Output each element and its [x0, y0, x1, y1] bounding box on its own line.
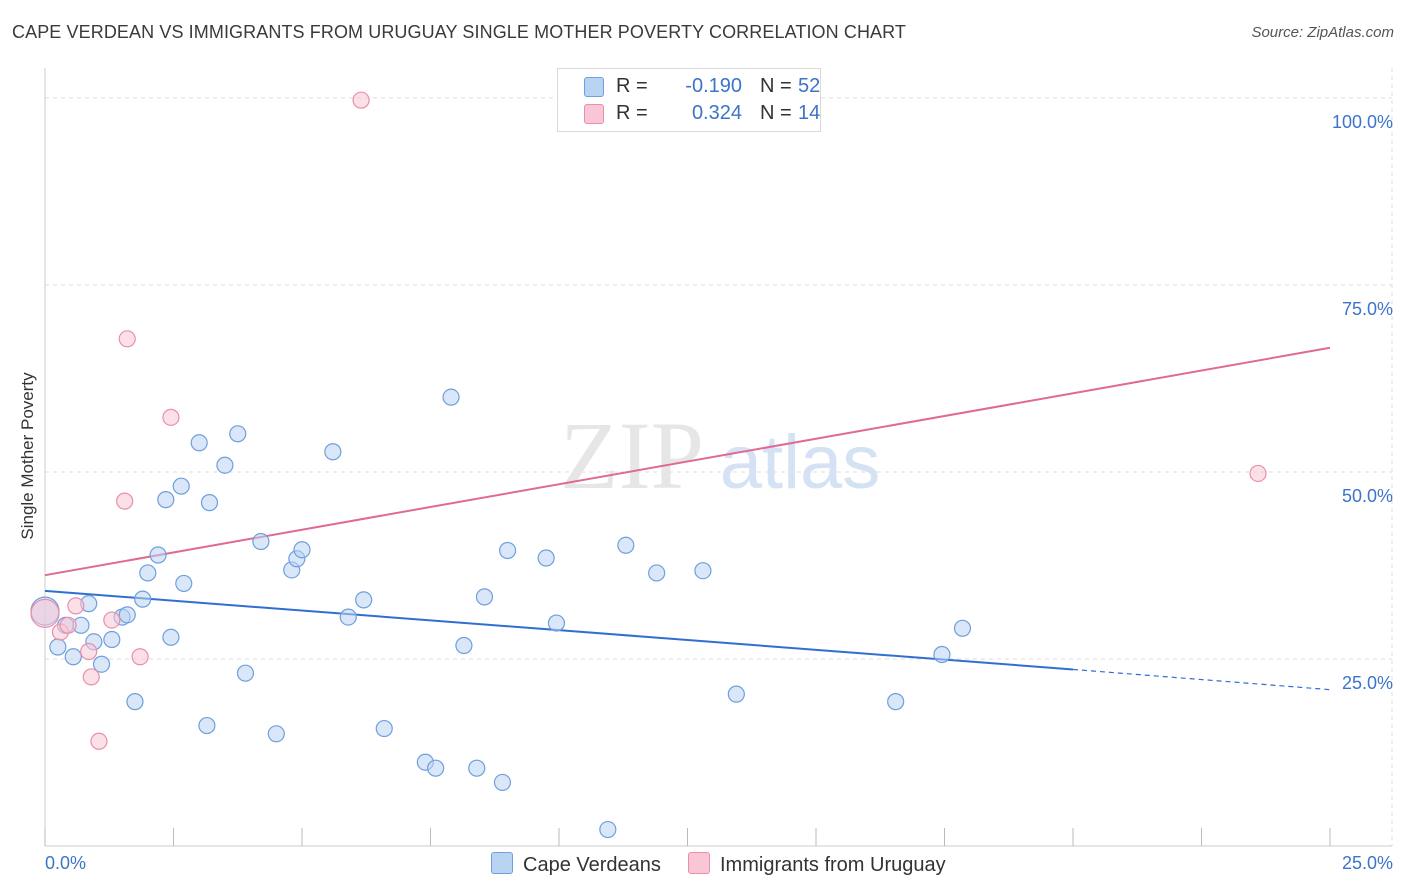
point-cape-verdean — [229, 425, 247, 443]
point-cape-verdean — [694, 562, 712, 580]
point-uruguay — [116, 492, 134, 510]
y-tick-label: 50.0% — [1342, 486, 1393, 506]
point-uruguay — [103, 611, 121, 629]
point-cape-verdean — [267, 725, 285, 743]
y-tick-label: 75.0% — [1342, 299, 1393, 319]
point-cape-verdean — [493, 773, 512, 792]
point-cape-verdean — [468, 759, 486, 777]
trend-line-cape-verdeans-extension — [1072, 668, 1331, 691]
point-cape-verdean — [200, 494, 219, 512]
point-uruguay — [82, 668, 100, 686]
bottom-legend-swatch-blue — [491, 852, 513, 874]
trend-line-uruguay — [44, 346, 1331, 577]
point-cape-verdean — [162, 628, 180, 646]
grid-lines — [45, 68, 1393, 846]
point-cape-verdean — [727, 685, 745, 703]
bottom-legend-cape-verdeans: Cape Verdeans — [491, 852, 661, 877]
legend-n-label: N = — [760, 75, 792, 97]
source-note: Source: ZipAtlas.com — [1251, 24, 1394, 41]
stats-legend: R = -0.190 N = 52 R = 0.324 N = 14 — [557, 68, 821, 132]
point-cape-verdean — [172, 477, 190, 495]
point-cape-verdean — [887, 693, 905, 711]
point-cape-verdean — [118, 606, 136, 624]
point-cape-verdean — [339, 608, 357, 626]
legend-n-value-pink: 14 — [798, 102, 821, 124]
point-cape-verdean — [355, 591, 373, 609]
point-cape-verdean — [617, 536, 635, 554]
point-cape-verdean — [537, 549, 555, 567]
y-axis-label: Single Mother Poverty — [18, 372, 37, 540]
bottom-legend-label-blue: Cape Verdeans — [523, 854, 661, 876]
tick-labels: 25.0% 50.0% 75.0% 100.0% 0.0% 25.0% — [45, 112, 1393, 873]
point-cape-verdean — [599, 820, 617, 839]
legend-r-value-blue: -0.190 — [685, 75, 742, 97]
legend-n-label: N = — [760, 102, 792, 124]
point-cape-verdean — [49, 638, 67, 656]
point-cape-verdean — [933, 645, 951, 664]
point-cape-verdean — [64, 648, 82, 666]
point-cape-verdean — [375, 719, 393, 738]
x-tick-label-min: 0.0% — [45, 853, 86, 873]
x-tick-label-max: 25.0% — [1342, 853, 1393, 873]
bottom-legend-label-pink: Immigrants from Uruguay — [720, 854, 946, 876]
point-uruguay — [352, 91, 370, 109]
point-cape-verdean — [134, 590, 152, 608]
legend-swatch-blue — [584, 77, 604, 97]
watermark-zip: ZIP — [560, 402, 704, 509]
point-uruguay — [1249, 464, 1267, 483]
point-uruguay — [30, 598, 60, 628]
point-cape-verdean — [103, 630, 121, 649]
point-cape-verdean — [455, 636, 473, 655]
point-cape-verdean — [648, 564, 666, 582]
point-cape-verdean — [190, 434, 208, 452]
point-uruguay — [90, 732, 108, 750]
point-cape-verdean — [236, 664, 255, 682]
watermark-atlas: atlas — [720, 420, 881, 505]
point-cape-verdean — [216, 456, 234, 474]
y-tick-label: 25.0% — [1342, 673, 1393, 693]
point-cape-verdean — [499, 541, 517, 560]
legend-r-label: R = — [616, 102, 648, 124]
data-points — [30, 91, 1267, 839]
point-uruguay — [131, 648, 149, 666]
bottom-legend-uruguay: Immigrants from Uruguay — [688, 852, 946, 877]
y-tick-label: 100.0% — [1332, 112, 1393, 132]
point-cape-verdean — [157, 491, 175, 509]
watermark: ZIP atlas — [560, 402, 880, 509]
point-uruguay — [118, 330, 136, 348]
point-cape-verdean — [252, 532, 270, 551]
axes — [44, 68, 1392, 847]
point-cape-verdean — [126, 693, 144, 711]
point-cape-verdean — [475, 588, 494, 606]
chart-title: CAPE VERDEAN VS IMMIGRANTS FROM URUGUAY … — [12, 22, 907, 42]
bottom-legend-swatch-pink — [688, 852, 710, 874]
point-cape-verdean — [547, 614, 566, 632]
point-cape-verdean — [324, 443, 342, 461]
point-cape-verdean — [198, 716, 216, 735]
point-cape-verdean — [92, 655, 111, 673]
point-cape-verdean — [175, 574, 193, 593]
point-cape-verdean — [149, 546, 167, 564]
legend-swatch-pink — [584, 104, 604, 124]
legend-r-value-pink: 0.324 — [691, 102, 742, 124]
point-uruguay — [59, 616, 77, 634]
point-cape-verdean — [442, 388, 460, 406]
trend-lines — [44, 346, 1331, 691]
point-cape-verdean — [139, 564, 157, 582]
point-cape-verdean — [427, 759, 445, 777]
point-uruguay — [67, 597, 85, 615]
point-uruguay — [162, 408, 180, 426]
point-cape-verdean — [293, 541, 311, 559]
legend-n-value-blue: 52 — [798, 75, 821, 97]
legend-r-label: R = — [616, 75, 648, 97]
point-cape-verdean — [953, 619, 972, 637]
point-uruguay — [80, 642, 98, 661]
